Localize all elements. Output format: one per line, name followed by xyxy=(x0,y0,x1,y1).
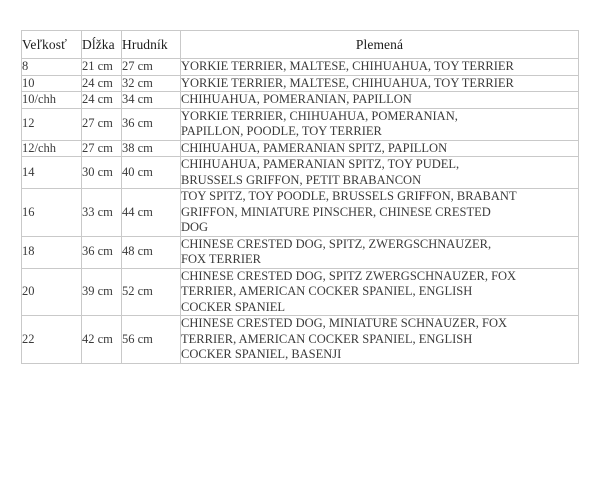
cell-length: 33 cm xyxy=(81,188,122,237)
breeds-line: COCKER SPANIEL, BASENJI xyxy=(181,347,342,361)
cell-breeds: YORKIE TERRIER, MALTESE, CHIHUAHUA, TOY … xyxy=(180,74,579,92)
cell-chest: 48 cm xyxy=(121,235,181,269)
cell-size: 18 xyxy=(21,235,82,269)
breeds-line: YORKIE TERRIER, MALTESE, CHIHUAHUA, TOY … xyxy=(181,75,514,90)
breeds-line: CHIHUAHUA, PAMERANIAN SPITZ, TOY PUDEL, xyxy=(181,157,460,171)
cell-chest: 38 cm xyxy=(121,139,181,157)
cell-chest: 40 cm xyxy=(121,156,181,189)
header-row: Veľkosť Dĺžka Hrudník Plemená xyxy=(21,30,579,59)
breeds-line: TERRIER, AMERICAN COCKER SPANIEL, ENGLIS… xyxy=(181,331,473,346)
breeds-line: GRIFFON, MINIATURE PINSCHER, CHINESE CRE… xyxy=(181,204,491,219)
cell-breeds: CHINESE CRESTED DOG, SPITZ ZWERGSCHNAUZE… xyxy=(180,267,579,316)
breeds-line: CHINESE CRESTED DOG, SPITZ ZWERGSCHNAUZE… xyxy=(181,268,517,283)
table-row: 22 42 cm 56 cm CHINESE CRESTED DOG, MINIATU… xyxy=(21,315,579,364)
cell-size: 12 xyxy=(21,107,82,141)
cell-breeds: YORKIE TERRIER, MALTESE, CHIHUAHUA, TOY … xyxy=(180,58,579,76)
cell-breeds: CHIHUAHUA, PAMERANIAN SPITZ, TOY PUDEL, B… xyxy=(180,156,579,189)
cell-chest: 56 cm xyxy=(121,315,181,364)
breeds-line: YORKIE TERRIER, CHIHUAHUA, POMERANIAN, xyxy=(181,108,458,123)
cell-length: 30 cm xyxy=(81,156,122,189)
table-header: Veľkosť Dĺžka Hrudník Plemená xyxy=(21,30,579,59)
column-header-size: Veľkosť xyxy=(21,30,82,59)
cell-length: 27 cm xyxy=(81,139,122,157)
breeds-line: COCKER SPANIEL xyxy=(181,299,286,314)
column-header-breeds: Plemená xyxy=(180,30,579,59)
cell-length: 36 cm xyxy=(81,235,122,269)
table-row: 10/chh 24 cm 34 cm CHIHUAHUA, POMERANIAN, P… xyxy=(21,91,579,109)
cell-length: 27 cm xyxy=(81,107,122,141)
cell-breeds: CHIHUAHUA, POMERANIAN, PAPILLON xyxy=(180,91,579,109)
cell-length: 42 cm xyxy=(81,315,122,364)
cell-chest: 34 cm xyxy=(121,91,181,109)
cell-chest: 32 cm xyxy=(121,74,181,92)
table-row: 12 27 cm 36 cm YORKIE TERRIER, CHIHUAHUA, P… xyxy=(21,107,579,141)
table-row: 20 39 cm 52 cm CHINESE CRESTED DOG, SPITZ Z… xyxy=(21,267,579,316)
table-row: 16 33 cm 44 cm TOY SPITZ, TOY POODLE, BRUSS… xyxy=(21,188,579,237)
cell-length: 39 cm xyxy=(81,267,122,316)
dog-size-chart-table: Veľkosť Dĺžka Hrudník Plemená 8 21 cm 27 c… xyxy=(21,30,579,364)
breeds-line: YORKIE TERRIER, MALTESE, CHIHUAHUA, TOY … xyxy=(181,59,514,73)
cell-chest: 36 cm xyxy=(121,107,181,141)
column-header-length: Dĺžka xyxy=(81,30,122,59)
cell-size: 12/chh xyxy=(21,139,82,157)
breeds-line: CHIHUAHUA, POMERANIAN, PAPILLON xyxy=(181,92,412,106)
breeds-line: BRUSSELS GRIFFON, PETIT BRABANCON xyxy=(181,172,422,187)
cell-chest: 44 cm xyxy=(121,188,181,237)
table-row: 10 24 cm 32 cm YORKIE TERRIER, MALTESE, CHI… xyxy=(21,74,579,92)
table-body: 8 21 cm 27 cm YORKIE TERRIER, MALTESE, CHIH… xyxy=(21,58,579,364)
breeds-line: TOY SPITZ, TOY POODLE, BRUSSELS GRIFFON,… xyxy=(181,189,517,203)
cell-size: 10/chh xyxy=(21,91,82,109)
cell-length: 24 cm xyxy=(81,74,122,92)
breeds-line: CHINESE CRESTED DOG, SPITZ, ZWERGSCHNAUZ… xyxy=(181,236,492,251)
breeds-line: CHIHUAHUA, PAMERANIAN SPITZ, PAPILLON xyxy=(181,140,448,155)
column-header-chest: Hrudník xyxy=(121,30,181,59)
breeds-line: TERRIER, AMERICAN COCKER SPANIEL, ENGLIS… xyxy=(181,284,473,298)
cell-size: 8 xyxy=(21,58,82,76)
cell-size: 10 xyxy=(21,74,82,92)
cell-chest: 27 cm xyxy=(121,58,181,76)
table-row: 14 30 cm 40 cm CHIHUAHUA, PAMERANIAN SPITZ,… xyxy=(21,156,579,189)
cell-size: 14 xyxy=(21,156,82,189)
breeds-line: CHINESE CRESTED DOG, MINIATURE SCHNAUZER… xyxy=(181,316,508,330)
cell-length: 24 cm xyxy=(81,91,122,109)
table-row: 8 21 cm 27 cm YORKIE TERRIER, MALTESE, CHIH… xyxy=(21,58,579,76)
cell-size: 22 xyxy=(21,315,82,364)
cell-size: 16 xyxy=(21,188,82,237)
cell-breeds: TOY SPITZ, TOY POODLE, BRUSSELS GRIFFON,… xyxy=(180,188,579,237)
cell-breeds: YORKIE TERRIER, CHIHUAHUA, POMERANIAN, PA… xyxy=(180,107,579,141)
table-row: 18 36 cm 48 cm CHINESE CRESTED DOG, SPITZ, … xyxy=(21,235,579,269)
cell-chest: 52 cm xyxy=(121,267,181,316)
cell-breeds: CHINESE CRESTED DOG, SPITZ, ZWERGSCHNAUZ… xyxy=(180,235,579,269)
cell-breeds: CHIHUAHUA, PAMERANIAN SPITZ, PAPILLON xyxy=(180,139,579,157)
breeds-line: PAPILLON, POODLE, TOY TERRIER xyxy=(181,124,382,138)
cell-size: 20 xyxy=(21,267,82,316)
cell-breeds: CHINESE CRESTED DOG, MINIATURE SCHNAUZER… xyxy=(180,315,579,364)
cell-length: 21 cm xyxy=(81,58,122,76)
breeds-line: DOG xyxy=(181,220,209,234)
breeds-line: FOX TERRIER xyxy=(181,252,261,266)
table-row: 12/chh 27 cm 38 cm CHIHUAHUA, PAMERANIAN SP… xyxy=(21,139,579,157)
